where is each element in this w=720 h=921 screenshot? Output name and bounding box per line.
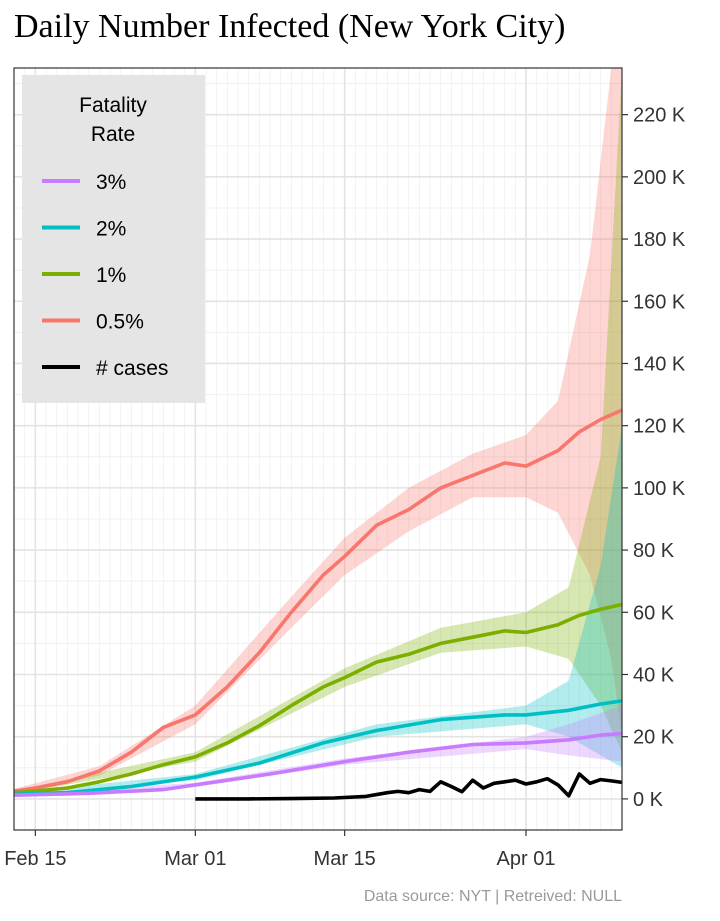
x-tick-label: Apr 01 [497,848,556,870]
legend-box [22,75,205,403]
y-tick-label: 180 K [633,229,686,251]
y-tick-label: 120 K [633,416,686,438]
x-axis: Feb 15 Mar 01 Mar 15 Apr 01 [4,830,555,870]
y-tick-label: 140 K [633,353,686,375]
legend-title: Rate [91,123,135,146]
grid-minor [13,68,623,830]
plot-border [13,67,623,831]
line-3 [13,731,623,797]
line-2 [13,699,623,796]
legend: Fatality Rate 3% 2% 1% 0.5% # cases [22,75,205,403]
line-cases [195,772,623,801]
data-source-caption: Data source: NYT | Retreived: NULL [363,888,622,905]
band-3 [14,705,622,797]
legend-label: 1% [96,264,126,287]
line-0-5 [13,408,623,793]
legend-title: Fatality [79,94,147,117]
legend-label: 0.5% [96,311,144,334]
legend-label: 3% [96,171,126,194]
y-axis: 0 K 20 K 40 K 60 K 80 K 100 K 120 K 140 K 160 K 1… [622,105,686,811]
y-tick-label: 100 K [633,478,686,500]
confidence-bands [14,68,622,797]
y-tick-label: 60 K [633,602,675,624]
y-tick-label: 0 K [633,789,664,811]
chart-title: Daily Number Infected (New York City) [14,8,566,45]
y-tick-label: 220 K [633,105,686,127]
y-tick-label: 40 K [633,664,675,686]
y-tick-label: 200 K [633,167,686,189]
x-tick-label: Feb 15 [4,848,66,870]
line-1 [13,602,623,795]
y-tick-label: 160 K [633,291,686,313]
legend-label: 2% [96,218,126,241]
legend-label: # cases [96,357,168,380]
x-tick-label: Mar 01 [164,848,226,870]
x-tick-label: Mar 15 [314,848,376,870]
y-tick-label: 20 K [633,727,675,749]
series-lines [13,408,623,801]
y-tick-label: 80 K [633,540,675,562]
